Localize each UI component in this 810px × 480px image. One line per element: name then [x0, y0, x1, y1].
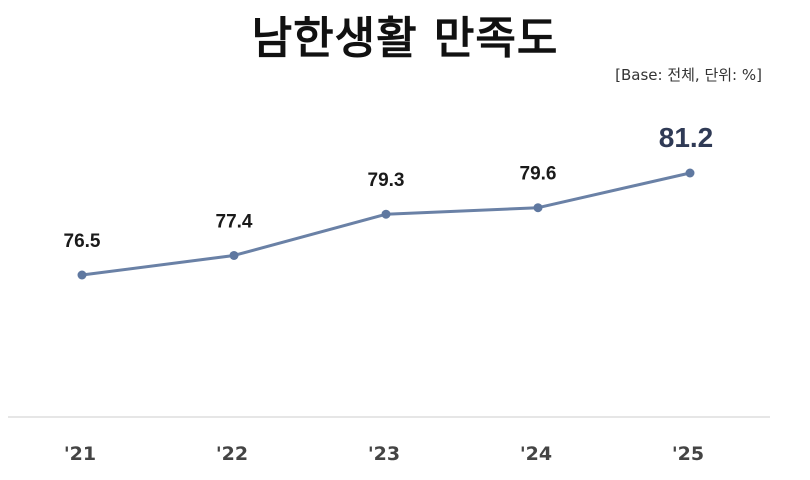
- chart-subtitle: [Base: 전체, 단위: %]: [615, 66, 762, 84]
- x-tick-label: '25: [672, 443, 704, 465]
- x-tick-label: '24: [520, 443, 552, 465]
- data-label: 76.5: [64, 231, 101, 252]
- data-point: [229, 250, 239, 260]
- x-tick-label: '21: [64, 443, 96, 465]
- data-point: [685, 168, 695, 178]
- x-tick-label: '22: [216, 443, 248, 465]
- data-point: [381, 209, 391, 219]
- x-axis-ticks: '21 '22 '23 '24 '25: [64, 443, 704, 465]
- data-label: 77.4: [216, 211, 253, 232]
- data-point: [533, 203, 543, 213]
- data-label: 81.2: [659, 122, 714, 153]
- data-point: [77, 270, 87, 280]
- x-tick-label: '23: [368, 443, 400, 465]
- data-points: [77, 168, 695, 280]
- data-labels: 76.5 77.4 79.3 79.6 81.2: [64, 122, 714, 252]
- data-label: 79.3: [368, 170, 405, 191]
- chart-title: 남한생활 만족도: [251, 13, 559, 64]
- data-label: 79.6: [520, 164, 557, 185]
